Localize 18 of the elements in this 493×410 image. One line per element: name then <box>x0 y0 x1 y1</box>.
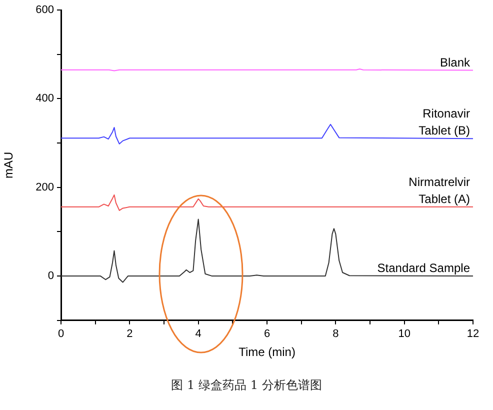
series-label: Ritonavir Tablet (B) <box>418 106 470 138</box>
series-label: Standard Sample <box>377 261 470 276</box>
y-tick-label: 200 <box>36 181 54 194</box>
x-tick-label: 6 <box>264 328 270 340</box>
x-tick-label: 10 <box>398 328 410 340</box>
x-tick-label: 8 <box>332 328 339 340</box>
y-tick-label: 600 <box>36 4 54 16</box>
x-tick-label: 12 <box>466 328 480 340</box>
x-axis-title: Time (min) <box>238 345 296 360</box>
caption: 图 1 绿盒药品 1 分析色谱图 <box>170 377 323 394</box>
x-tick-label: 4 <box>195 328 202 340</box>
series-label: Blank <box>440 55 471 70</box>
x-tick-label: 0 <box>58 328 64 340</box>
series-label: Nirmatrelvir Tablet (A) <box>408 174 470 206</box>
y-tick-label: 400 <box>36 92 54 105</box>
x-tick-label: 2 <box>126 328 133 340</box>
y-axis-title: mAU <box>2 152 16 179</box>
y-tick-label: 0 <box>48 270 54 282</box>
